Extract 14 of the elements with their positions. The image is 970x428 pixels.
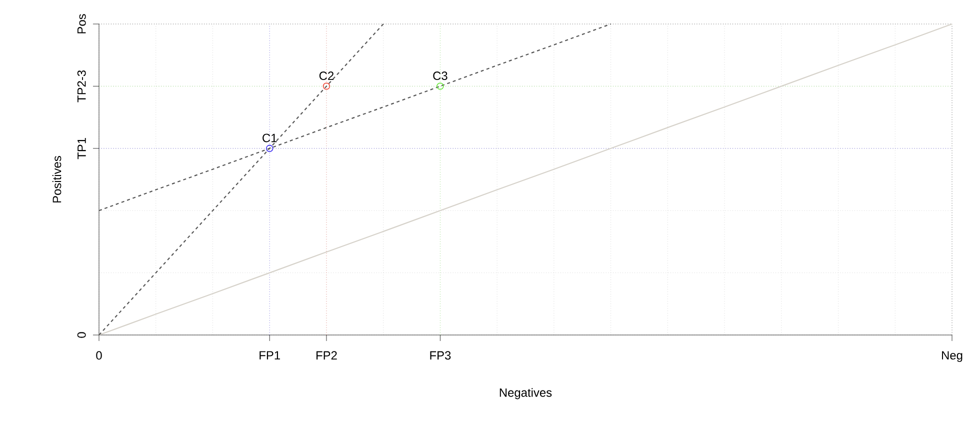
ref-line-label: TP1 [78,138,86,160]
x-tick-label: FP2 [316,351,337,360]
x-tick-label: FP3 [430,351,451,360]
ref-line-label: Pos [77,14,86,34]
x-tick-label: 0 [96,351,102,360]
x-axis-title: Negatives [500,388,552,400]
y-axis-title: Positives [52,156,62,202]
x-tick-label: Neg [942,351,962,362]
x-tick-label: FP1 [260,351,280,360]
series-label: C1 [262,134,277,142]
ref-line-label: TP2-3 [77,70,86,102]
series-label: C3 [433,72,448,80]
series-label: C2 [319,72,334,80]
text: 0 [77,332,86,338]
